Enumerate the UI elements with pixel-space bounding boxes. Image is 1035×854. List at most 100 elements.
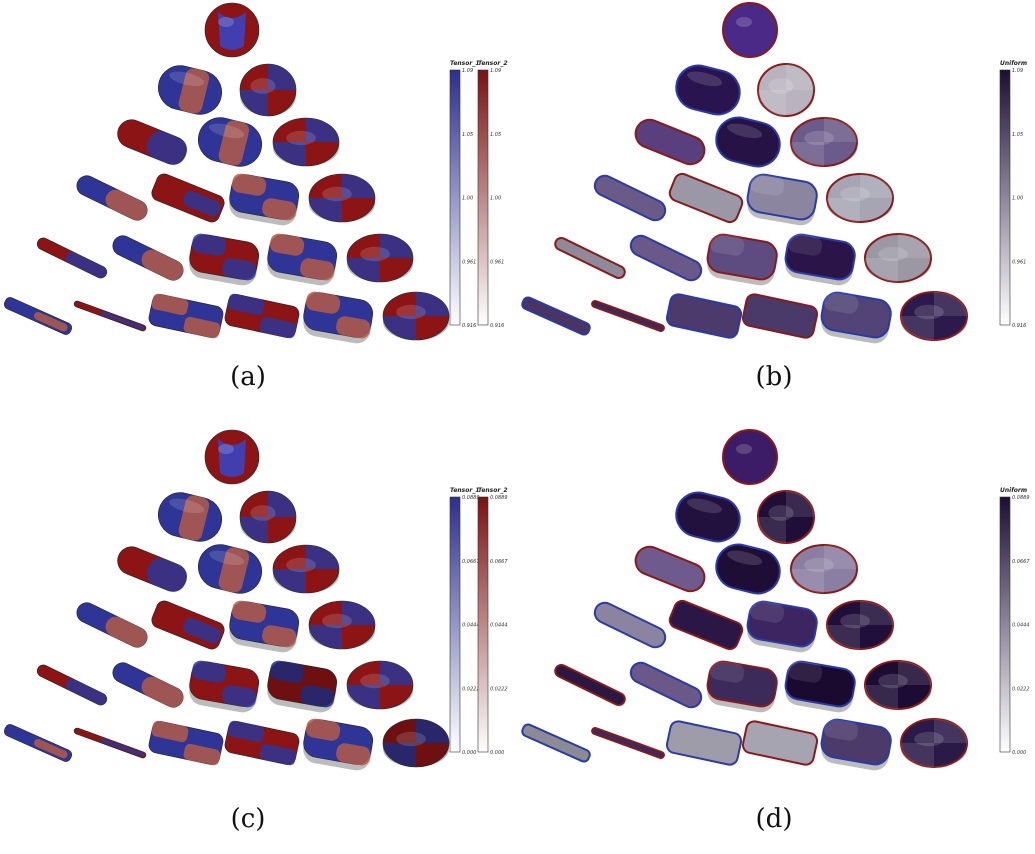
glyph-pyramid: Tensor_10.08890.06670.04440.02220.000Ten… bbox=[3, 429, 508, 771]
panel-caption: (a) bbox=[230, 362, 266, 392]
tensor-glyph bbox=[741, 293, 819, 339]
tensor-glyph bbox=[197, 117, 263, 167]
tensor-glyph bbox=[746, 173, 818, 226]
glyph-pyramid: Tensor_11.091.051.000.9610.916Tensor_21.… bbox=[3, 2, 508, 344]
colorbar-tick-label: 0.0667 bbox=[462, 559, 480, 565]
colorbar-tick-label: 0.0222 bbox=[1012, 686, 1030, 692]
colorbar-tick-label: 1.09 bbox=[490, 68, 501, 74]
tensor-glyph bbox=[346, 660, 414, 710]
tensor-glyph bbox=[715, 116, 781, 168]
colorbar-tick-label: 0.0444 bbox=[1012, 623, 1030, 629]
tensor-glyph bbox=[634, 118, 706, 166]
tensor-glyph bbox=[267, 233, 338, 286]
tensor-glyph bbox=[634, 545, 706, 593]
tensor-glyph bbox=[826, 173, 894, 223]
colorbar-tick-label: 1.00 bbox=[1012, 196, 1023, 202]
tensor-glyph bbox=[554, 663, 626, 707]
tensor-glyph bbox=[204, 2, 260, 58]
colorbar: Tensor_20.0889 0.0667 0.0444 0.0222 0.000 bbox=[477, 487, 508, 756]
tensor-glyph bbox=[229, 173, 300, 226]
tensor-glyph bbox=[224, 293, 300, 339]
colorbar: Tensor_21.09 1.05 1.00 0.961 0.916 bbox=[477, 60, 508, 329]
tensor-glyph bbox=[117, 546, 188, 592]
panel-caption: (b) bbox=[755, 362, 793, 392]
panel-b: Uniform 1.09 1.05 1.00 0.961 0.916 (b) bbox=[518, 0, 1035, 427]
tensor-glyph bbox=[722, 429, 778, 485]
tensor-glyph bbox=[715, 543, 781, 595]
colorbar-tick-label: 1.09 bbox=[1012, 68, 1023, 74]
colorbar-tick-label: 0.0667 bbox=[1012, 559, 1030, 565]
colorbar-tick-label: 0.916 bbox=[462, 323, 476, 329]
tensor-glyph bbox=[3, 724, 73, 762]
tensor-glyph bbox=[820, 291, 892, 344]
tensor-glyph bbox=[382, 291, 450, 341]
tensor-glyph bbox=[668, 599, 744, 651]
tensor-glyph bbox=[900, 291, 968, 341]
tensor-glyph bbox=[73, 300, 147, 332]
tensor-glyph bbox=[157, 492, 223, 542]
tensor-glyph bbox=[272, 117, 340, 167]
tensor-glyph bbox=[784, 233, 856, 286]
tensor-glyph bbox=[73, 727, 147, 759]
colorbar-tick-label: 1.05 bbox=[462, 132, 473, 138]
colorbar-gradient bbox=[449, 496, 461, 753]
colorbar: Tensor_11.09 1.05 1.00 0.961 0.916 bbox=[449, 60, 480, 329]
colorbar-title: Uniform bbox=[1000, 487, 1027, 494]
tensor-glyph bbox=[790, 117, 858, 167]
colorbar-title: Tensor_2 bbox=[478, 60, 508, 67]
tensor-glyph bbox=[346, 233, 414, 283]
tensor-glyph bbox=[382, 718, 450, 768]
tensor-glyph bbox=[303, 718, 374, 771]
colorbar: Tensor_10.0889 0.0667 0.0444 0.0222 0.000 bbox=[449, 487, 480, 756]
tensor-glyph bbox=[741, 720, 819, 766]
tensor-glyph bbox=[675, 491, 741, 543]
panel-c: Tensor_1 0.0889 0.0667 0.0444 0.0222 0.000 Ten… bbox=[0, 427, 517, 854]
tensor-glyph bbox=[757, 63, 815, 117]
colorbar-gradient bbox=[449, 69, 461, 326]
tensor-glyph bbox=[229, 600, 300, 653]
colorbar-gradient bbox=[999, 496, 1011, 753]
tensor-glyph bbox=[112, 235, 184, 281]
tensor-glyph bbox=[224, 720, 300, 766]
colorbar-tick-label: 1.00 bbox=[462, 196, 473, 202]
tensor-glyph bbox=[239, 490, 297, 544]
tensor-glyph bbox=[722, 2, 778, 58]
tensor-glyph bbox=[746, 600, 818, 653]
panel-d: Uniform 0.0889 0.0667 0.0444 0.0222 0.000 (d) bbox=[518, 427, 1035, 854]
colorbar-tick-label: 0.0889 bbox=[490, 495, 508, 501]
tensor-glyph bbox=[189, 233, 260, 286]
tensor-glyph bbox=[267, 660, 338, 713]
colorbar-tick-label: 0.000 bbox=[490, 750, 504, 756]
tensor-glyph bbox=[148, 293, 224, 339]
tensor-glyph bbox=[204, 429, 260, 485]
colorbar-title: Tensor_1 bbox=[450, 487, 480, 494]
tensor-glyph bbox=[148, 720, 224, 766]
tensor-glyph bbox=[308, 600, 376, 650]
tensor-glyph bbox=[665, 720, 743, 766]
panel-caption: (d) bbox=[755, 804, 793, 834]
tensor-glyph bbox=[757, 490, 815, 544]
colorbar-tick-label: 1.05 bbox=[490, 132, 501, 138]
colorbar-tick-label: 0.0667 bbox=[490, 559, 508, 565]
colorbar-gradient bbox=[477, 496, 489, 753]
tensor-glyph bbox=[117, 119, 188, 165]
colorbar-title: Uniform bbox=[1000, 60, 1027, 67]
tensor-glyph bbox=[112, 662, 184, 708]
tensor-glyph bbox=[820, 718, 892, 771]
tensor-glyph bbox=[826, 600, 894, 650]
tensor-glyph bbox=[308, 173, 376, 223]
tensor-glyph bbox=[629, 234, 703, 282]
tensor-glyph bbox=[76, 602, 148, 648]
tensor-glyph bbox=[272, 544, 340, 594]
tensor-glyph bbox=[3, 297, 73, 335]
tensor-glyph bbox=[157, 65, 223, 115]
colorbar-tick-label: 0.916 bbox=[490, 323, 504, 329]
tensor-glyph bbox=[76, 175, 148, 221]
tensor-glyph bbox=[706, 660, 778, 713]
tensor-glyph bbox=[591, 300, 665, 332]
colorbar-tick-label: 0.0444 bbox=[462, 623, 480, 629]
tensor-glyph bbox=[593, 174, 667, 222]
